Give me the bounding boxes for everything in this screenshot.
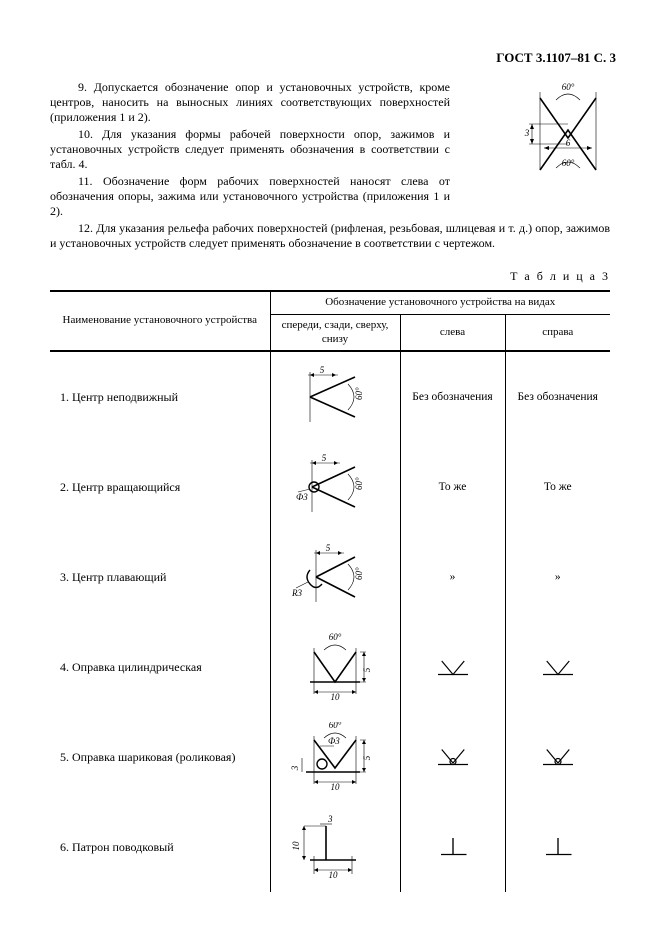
svg-text:3: 3: [290, 766, 300, 772]
symbol-front: 60° 10 5 Ф3 3: [270, 712, 400, 802]
svg-text:5: 5: [322, 453, 327, 463]
th-name: Наименование установочного устройства: [50, 291, 270, 351]
table-3-caption: Т а б л и ц а 3: [50, 269, 610, 284]
svg-text:10: 10: [331, 782, 341, 792]
symbol-front: 5 60° Ф3: [270, 442, 400, 532]
symbol-left: [400, 622, 505, 712]
svg-text:5: 5: [362, 756, 372, 761]
paragraph-10: 10. Для указания формы рабочей поверхнос…: [50, 127, 450, 172]
device-name: 4. Оправка цилиндрическая: [50, 622, 270, 712]
symbol-left: То же: [400, 442, 505, 532]
svg-text:60°: 60°: [329, 722, 342, 730]
table-row: 4. Оправка цилиндрическая: [50, 622, 610, 712]
paragraph-12: 12. Для указания рельефа рабочих поверхн…: [50, 221, 610, 251]
svg-text:R3: R3: [291, 588, 302, 598]
table-row: 2. Центр вращающийся 5: [50, 442, 610, 532]
svg-text:60°: 60°: [562, 82, 575, 92]
svg-text:Ф3: Ф3: [328, 736, 340, 746]
th-left: слева: [400, 314, 505, 351]
svg-text:3: 3: [524, 128, 530, 138]
table-row: 3. Центр плавающий 5: [50, 532, 610, 622]
symbol-right: [505, 712, 610, 802]
th-front: спереди, сзади, сверху, снизу: [270, 314, 400, 351]
symbol-front: 5 60° R3: [270, 532, 400, 622]
svg-text:6: 6: [566, 138, 571, 148]
page: ГОСТ 3.1107–81 С. 3: [0, 0, 661, 936]
paragraph-9: 9. Допускается обозначение опор и устано…: [50, 80, 450, 125]
th-group: Обозначение установочного устройства на …: [270, 291, 610, 314]
device-name: 3. Центр плавающий: [50, 532, 270, 622]
symbol-left: Без обозначения: [400, 351, 505, 442]
symbol-left: »: [400, 532, 505, 622]
svg-text:60°: 60°: [354, 387, 364, 400]
table-row: 5. Оправка шариковая (роликовая): [50, 712, 610, 802]
page-header: ГОСТ 3.1107–81 С. 3: [496, 50, 616, 66]
device-name: 6. Патрон поводковый: [50, 802, 270, 892]
svg-text:10: 10: [331, 692, 341, 702]
svg-text:10: 10: [291, 841, 301, 851]
svg-text:60°: 60°: [562, 158, 575, 168]
paragraph-11: 11. Обозначение форм рабочих поверхносте…: [50, 174, 450, 219]
symbol-right: [505, 802, 610, 892]
svg-text:Ф3: Ф3: [296, 492, 308, 502]
symbol-front: 10 10 3: [270, 802, 400, 892]
device-name: 5. Оправка шариковая (роликовая): [50, 712, 270, 802]
table-row: 6. Патрон поводковый: [50, 802, 610, 892]
svg-text:5: 5: [326, 543, 331, 553]
symbol-right: Без обозначения: [505, 351, 610, 442]
svg-text:60°: 60°: [329, 632, 342, 642]
svg-text:5: 5: [362, 668, 372, 673]
svg-text:60°: 60°: [354, 477, 364, 490]
symbol-front: 60° 10 5: [270, 622, 400, 712]
symbol-right: »: [505, 532, 610, 622]
body-text-block: 9. Допускается обозначение опор и устано…: [50, 80, 450, 219]
symbol-right: То же: [505, 442, 610, 532]
symbol-left: [400, 712, 505, 802]
svg-text:5: 5: [320, 365, 325, 375]
svg-text:60°: 60°: [354, 567, 364, 580]
th-right: справа: [505, 314, 610, 351]
header-figure: 60° 60° 6 3: [520, 78, 616, 174]
svg-text:3: 3: [327, 814, 333, 824]
device-name: 2. Центр вращающийся: [50, 442, 270, 532]
device-name: 1. Центр неподвижный: [50, 351, 270, 442]
table-row: 1. Центр неподвижный 5 60°: [50, 351, 610, 442]
symbol-front: 5 60°: [270, 351, 400, 442]
symbol-left: [400, 802, 505, 892]
symbol-right: [505, 622, 610, 712]
table-3: Наименование установочного устройства Об…: [50, 290, 610, 892]
svg-text:10: 10: [329, 870, 339, 880]
